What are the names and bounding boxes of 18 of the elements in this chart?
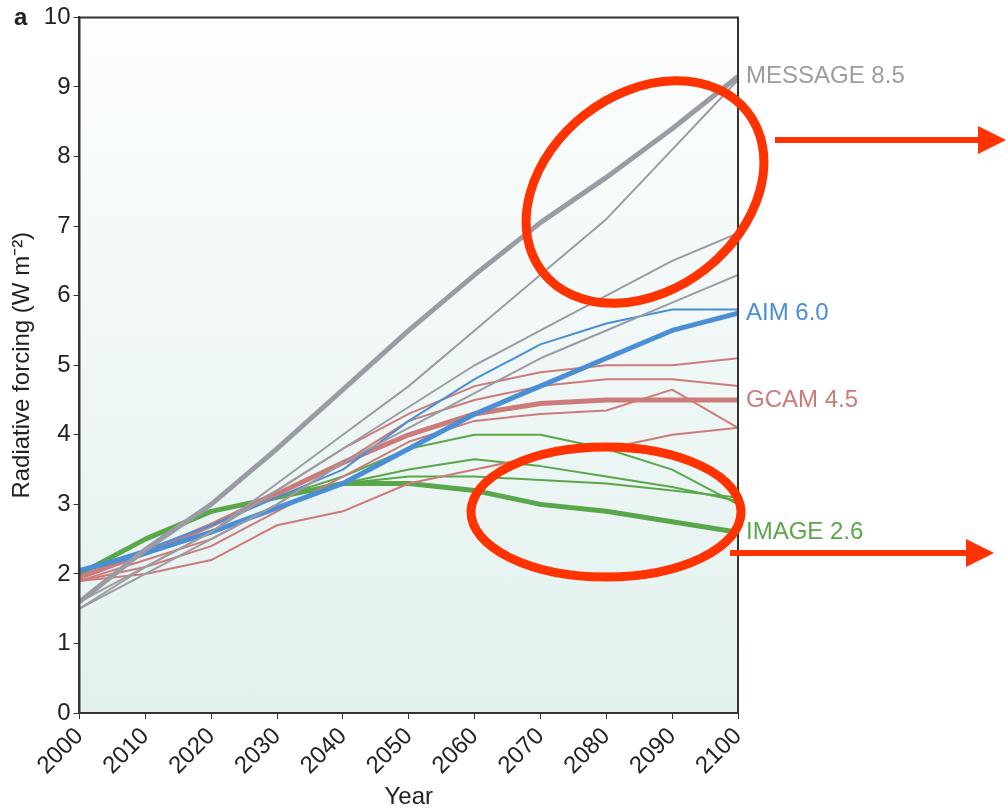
series-label: GCAM 4.5 (746, 384, 859, 412)
y-tick-label: 10 (43, 2, 71, 30)
y-tick-label: 0 (57, 697, 71, 725)
series-label: AIM 6.0 (746, 297, 829, 325)
y-tick-label: 1 (57, 628, 71, 656)
y-tick-label: 8 (57, 141, 71, 169)
y-tick-label: 9 (57, 71, 71, 99)
series-label: IMAGE 2.6 (746, 516, 864, 544)
y-tick-label: 5 (57, 349, 71, 377)
series-label: MESSAGE 8.5 (746, 61, 905, 89)
y-tick-label: 4 (57, 419, 71, 447)
y-axis-title: Radiative forcing (W m⁻²) (7, 231, 35, 499)
y-tick-label: 2 (57, 558, 71, 586)
y-tick-label: 7 (57, 210, 71, 238)
y-tick-label: 3 (57, 489, 71, 516)
text: a (14, 2, 28, 30)
y-tick-label: 6 (57, 280, 71, 308)
x-axis-title: Year (384, 782, 433, 810)
